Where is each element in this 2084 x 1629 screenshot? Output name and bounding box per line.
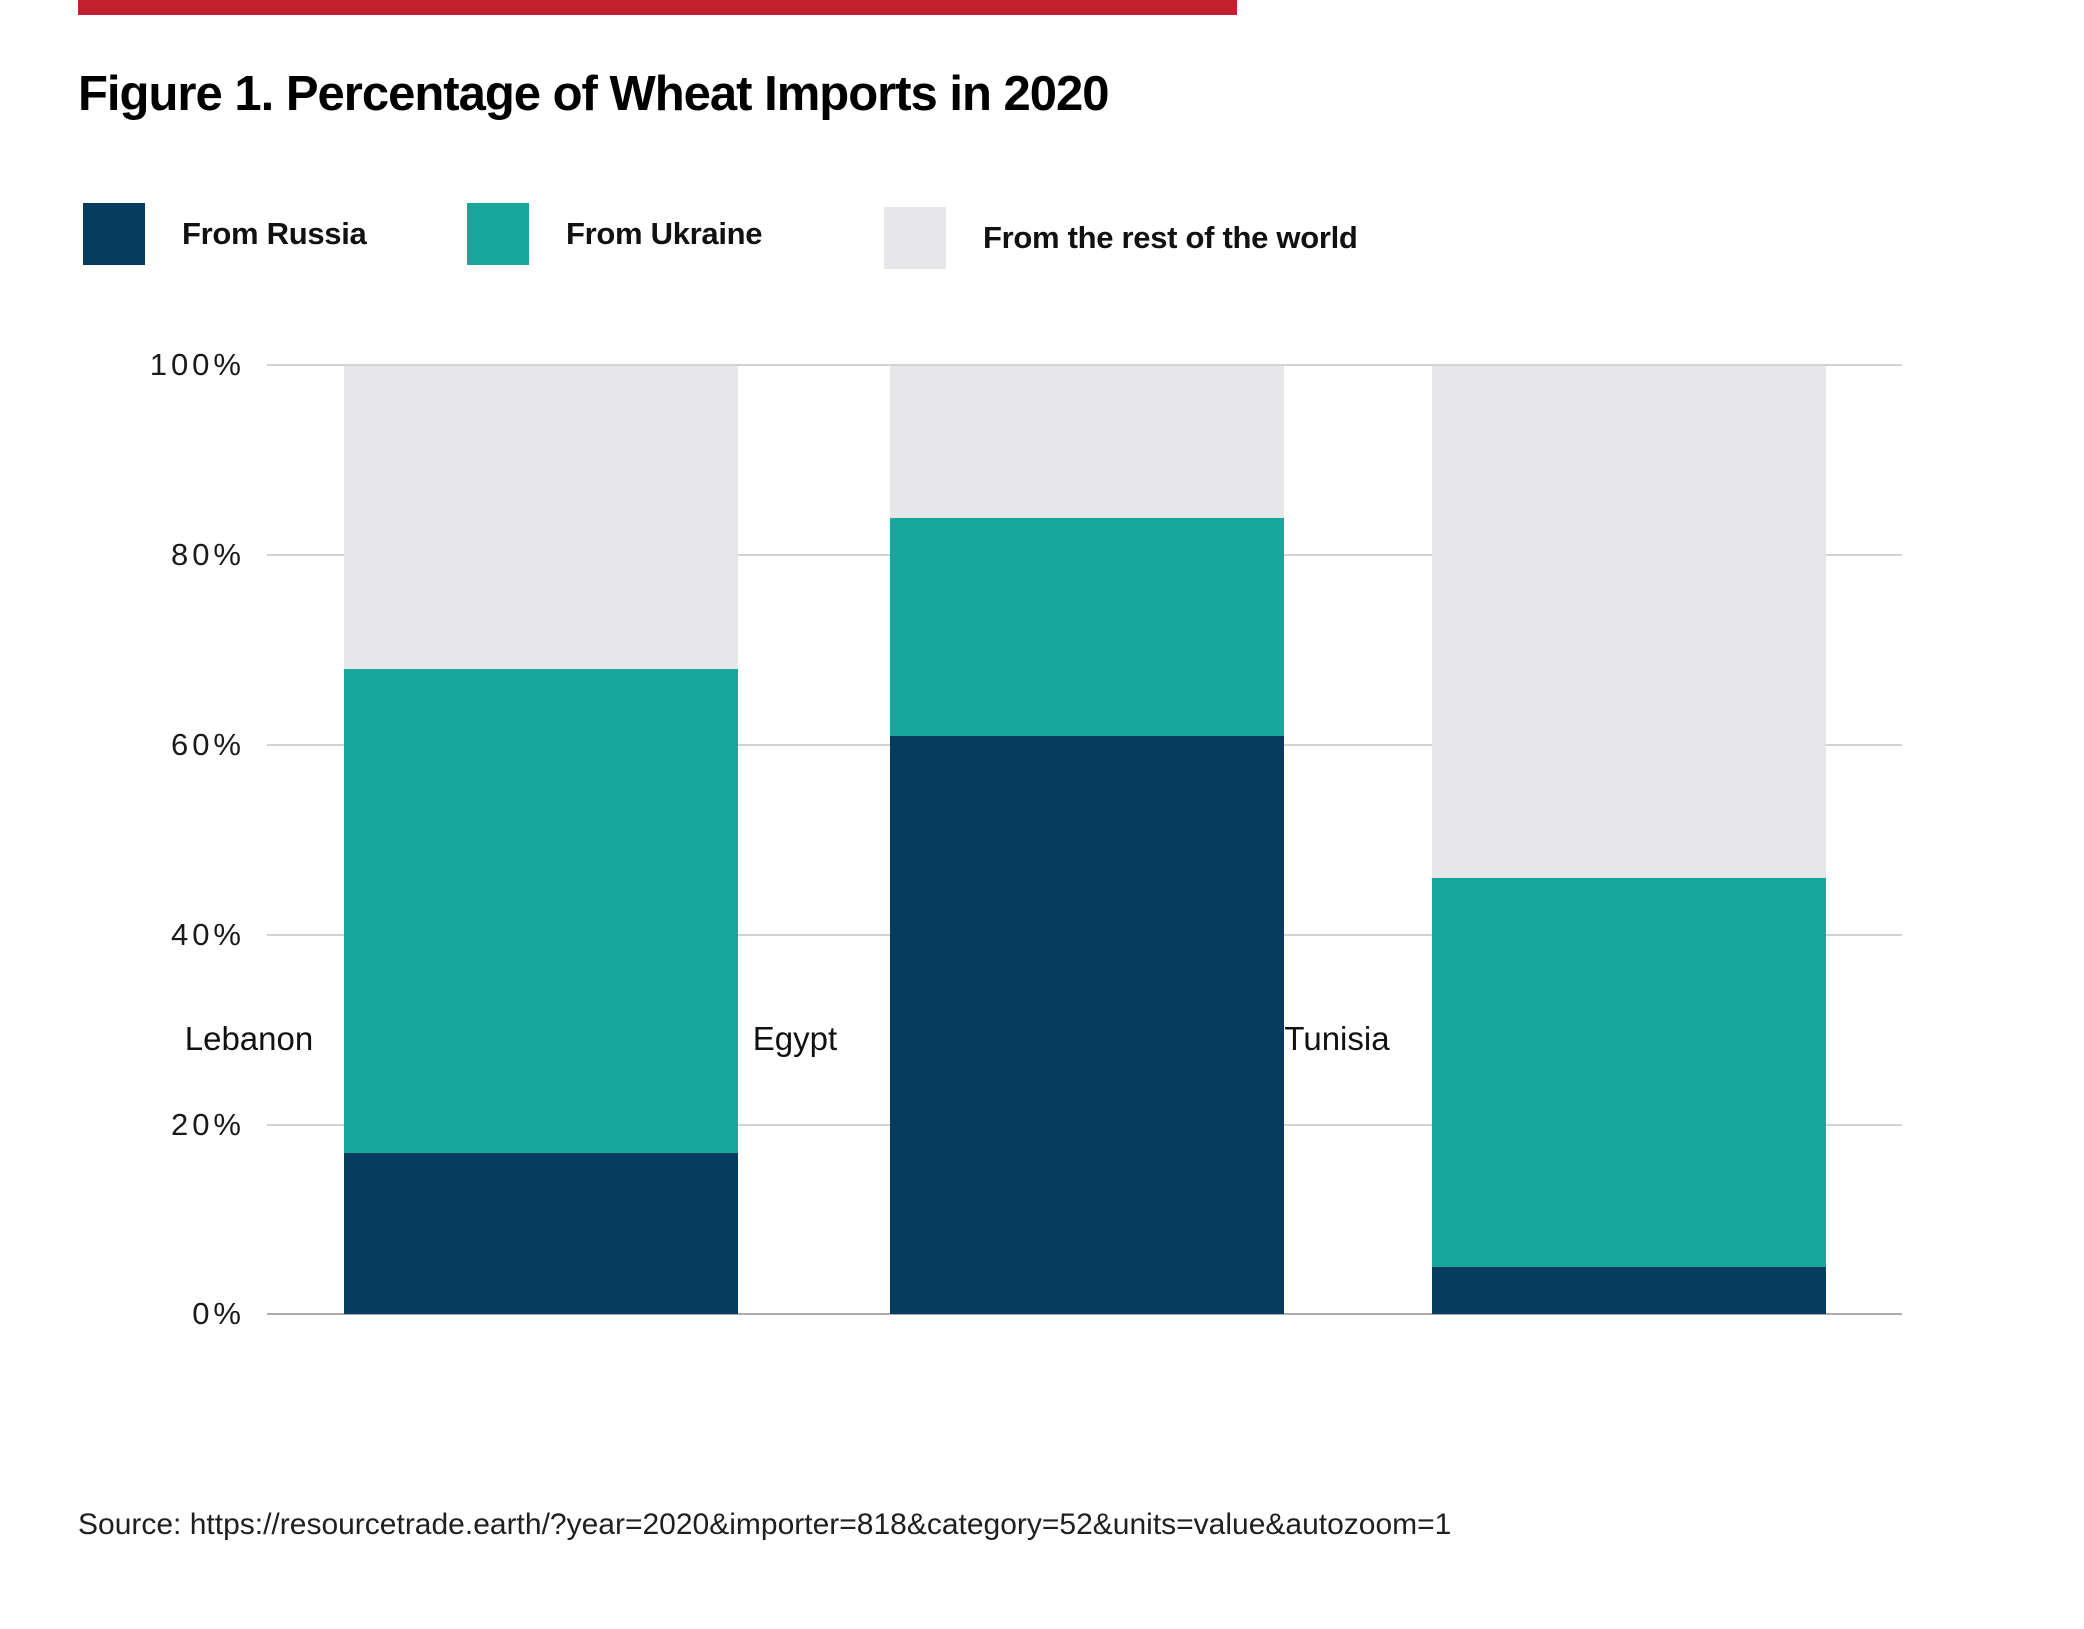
legend-label-russia: From Russia bbox=[182, 216, 367, 251]
x-label-egypt: Egypt bbox=[752, 1020, 838, 1057]
y-tick-20: 20% bbox=[170, 1107, 245, 1142]
y-tick-80: 80% bbox=[170, 537, 245, 572]
legend-item-ukraine: From Ukraine bbox=[467, 203, 763, 265]
legend-label-ukraine: From Ukraine bbox=[566, 216, 763, 251]
bar-tunisia bbox=[1432, 366, 1826, 1314]
legend-label-rest-of-world: From the rest of the world bbox=[983, 220, 1358, 255]
plot-area: 100% 80% 60% 40% 20% 0% bbox=[150, 347, 1902, 1331]
y-tick-60: 60% bbox=[170, 727, 245, 762]
bar-lebanon-ukraine-segment bbox=[344, 669, 738, 1153]
bar-lebanon bbox=[344, 366, 738, 1314]
y-tick-100: 100% bbox=[149, 347, 245, 382]
legend-swatch-russia bbox=[83, 203, 145, 265]
legend-item-russia: From Russia bbox=[83, 203, 367, 265]
figure-title: Figure 1. Percentage of Wheat Imports in… bbox=[78, 67, 1110, 121]
legend-swatch-rest-of-world bbox=[884, 207, 946, 269]
source-citation: Source: https://resourcetrade.earth/?yea… bbox=[78, 1508, 1452, 1541]
y-tick-0: 0% bbox=[192, 1296, 245, 1331]
x-axis-line: 0% bbox=[192, 1296, 1902, 1331]
bar-egypt-rest-segment bbox=[890, 366, 1284, 518]
x-label-lebanon: Lebanon bbox=[184, 1020, 314, 1057]
top-accent-bar bbox=[78, 0, 1237, 15]
gridline-100: 100% bbox=[150, 347, 1902, 382]
x-label-tunisia: Tunisia bbox=[1284, 1020, 1390, 1057]
legend-swatch-ukraine bbox=[467, 203, 529, 265]
bar-egypt bbox=[890, 366, 1284, 1314]
bar-tunisia-russia-segment bbox=[1432, 1266, 1826, 1314]
y-tick-40: 40% bbox=[170, 917, 245, 952]
bar-tunisia-ukraine-segment bbox=[1432, 877, 1826, 1267]
bar-lebanon-rest-segment bbox=[344, 366, 738, 670]
bar-lebanon-russia-segment bbox=[344, 1152, 738, 1314]
bar-egypt-russia-segment bbox=[890, 735, 1284, 1314]
bar-tunisia-rest-segment bbox=[1432, 366, 1826, 878]
legend-item-rest-of-world: From the rest of the world bbox=[884, 207, 1358, 269]
bar-egypt-ukraine-segment bbox=[890, 517, 1284, 736]
